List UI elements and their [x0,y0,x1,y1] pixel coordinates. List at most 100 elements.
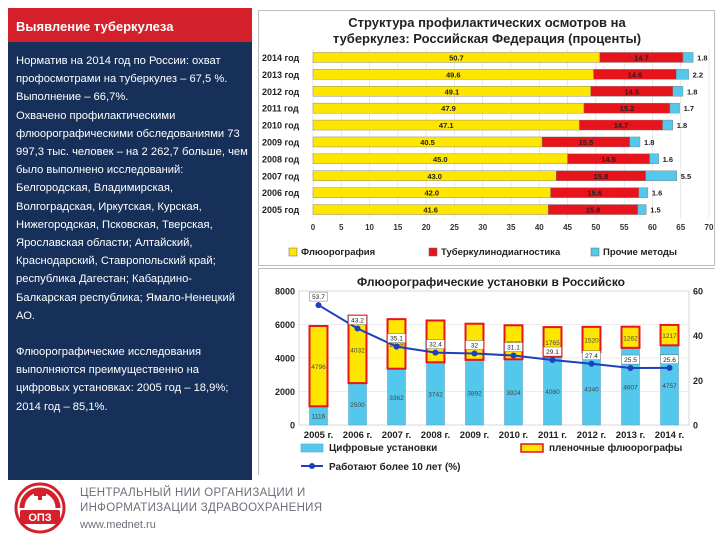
trend-point [432,349,439,356]
bar-value-label: 4080 [545,389,560,396]
data-label: 1.8 [697,53,707,62]
legend-swatch [428,247,438,257]
y-left-tick-label: 2000 [275,387,295,397]
bar-segment [638,187,649,198]
x-tick-label: 2005 г. [304,430,333,441]
y-right-tick-label: 20 [693,376,703,386]
bar-value-label: 4607 [623,384,638,391]
x-tick-label: 5 [339,223,344,232]
trend-point [666,364,673,371]
legend-marker [309,463,315,469]
panel-title: Выявление туберкулеза [8,8,252,42]
category-label: 2007 год [262,171,300,181]
bar-value-label: 4032 [350,347,365,354]
data-label: 15.8 [594,172,609,181]
bar-segment [629,136,641,148]
chart-title-line-1: Флюорографические установки в Российско [357,275,625,289]
fluoro-units-svg: Флюорографические установки в Российской… [259,269,716,476]
trend-point [315,302,322,309]
category-label: 2006 год [262,188,300,198]
trend-point [588,360,595,367]
trend-point [549,357,556,364]
exam-structure-chart: Структура профилактических осмотров на ту… [258,10,715,266]
chart-title-line-1: Структура профилактических осмотров на [348,15,626,30]
legend-swatch [590,247,600,257]
chart-title-line-2: туберкулез: Российская Федерация (процен… [333,31,641,46]
bar-segment [649,153,659,165]
y-left-tick-label: 8000 [275,287,295,297]
trend-line [317,304,670,370]
y-right-tick-label: 40 [693,331,703,341]
legend-label: пленочные флюорографы [549,442,682,454]
y-left-tick-label: 6000 [275,320,295,330]
y-right-tick-label: 0 [693,421,698,431]
legend-label: Туберкулинодиагностика [441,247,561,258]
data-label: 42.0 [424,189,439,198]
bar-segment [672,86,684,97]
bar-value-label: 4340 [584,387,599,394]
trend-label-box [387,333,406,343]
data-label: 14.5 [601,155,616,164]
data-label: 14.5 [624,87,639,96]
bar-value-label: 3362 [389,395,404,402]
logo-text: ОПЗ [28,512,51,524]
data-label: 15.6 [587,189,602,198]
legend-label: Цифровые установки [329,442,437,454]
bar-segment [308,324,329,408]
trend-value-label: 32 [471,343,479,350]
trend-label-box [660,354,679,365]
data-label: 1.8 [687,87,697,96]
category-label: 2012 год [262,87,300,97]
x-tick-label: 10 [365,223,374,232]
x-tick-label: 50 [591,223,600,232]
trend-label-box [465,340,484,350]
x-tick-label: 40 [535,223,544,232]
data-label: 1.8 [644,138,654,147]
category-label: 2005 год [262,205,300,215]
bar-value-label: 4757 [662,383,677,390]
footer: ОПЗ ЦЕНТРАЛЬНЫЙ НИИ ОРГАНИЗАЦИИ И ИНФОРМ… [8,482,608,538]
category-label: 2013 год [262,70,300,80]
bar-segment [645,170,677,181]
x-tick-label: 55 [620,223,629,232]
bar-value-label: 1520 [584,338,599,345]
x-tick-label: 2006 г. [343,430,372,441]
website-link[interactable]: www.mednet.ru [80,519,156,531]
exam-structure-svg: Структура профилактических осмотров нату… [262,15,714,258]
data-label: 47.1 [439,121,454,130]
data-label: 49.6 [446,70,461,79]
trend-value-label: 35.1 [390,336,403,343]
x-tick-label: 60 [648,223,657,232]
bar-value-label: 1262 [623,335,638,342]
trend-value-label: 25.5 [624,357,637,364]
trend-label-box [582,350,601,361]
bar-segment [620,325,641,349]
bar-segment [682,52,694,63]
data-label: 50.7 [449,53,464,62]
data-label: 15.8 [586,206,601,215]
x-tick-label: 2014 г. [655,430,684,441]
info-panel: Выявление туберкулеза Норматив на 2014 г… [8,8,252,480]
bar-segment [637,204,647,215]
data-label: 41.6 [423,206,438,215]
data-label: 49.1 [445,87,460,96]
trend-label-box [309,291,328,302]
x-tick-label: 0 [311,223,316,232]
x-tick-label: 45 [563,223,572,232]
norm-paragraph: Норматив на 2014 год по России: охват пр… [16,55,228,86]
x-tick-label: 15 [393,223,402,232]
trend-point [510,352,517,359]
fluoro-units-chart: Флюорографические установки в Российской… [258,268,716,476]
legend-swatch [300,443,324,453]
trend-value-label: 32.4 [429,342,442,349]
data-label: 14.6 [628,70,643,79]
trend-point [627,365,634,372]
data-label: 5.5 [681,172,691,181]
trend-point [471,350,478,357]
data-label: 15.2 [620,104,635,113]
data-label: 45.0 [433,155,448,164]
org-line-2: ИНФОРМАТИЗАЦИИ ЗДРАВООХРАНЕНИЯ [80,502,323,514]
legend-swatch [288,247,298,257]
trend-point [393,343,400,350]
bar-value-label: 4796 [311,364,326,371]
